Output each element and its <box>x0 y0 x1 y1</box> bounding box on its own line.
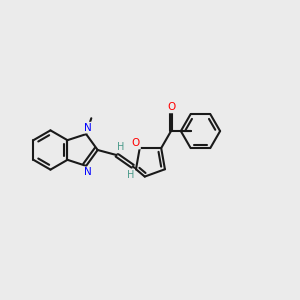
Text: H: H <box>127 169 134 179</box>
Text: O: O <box>132 139 140 148</box>
Text: O: O <box>167 102 175 112</box>
Text: N: N <box>84 123 92 133</box>
Text: H: H <box>117 142 124 152</box>
Text: N: N <box>84 167 92 177</box>
